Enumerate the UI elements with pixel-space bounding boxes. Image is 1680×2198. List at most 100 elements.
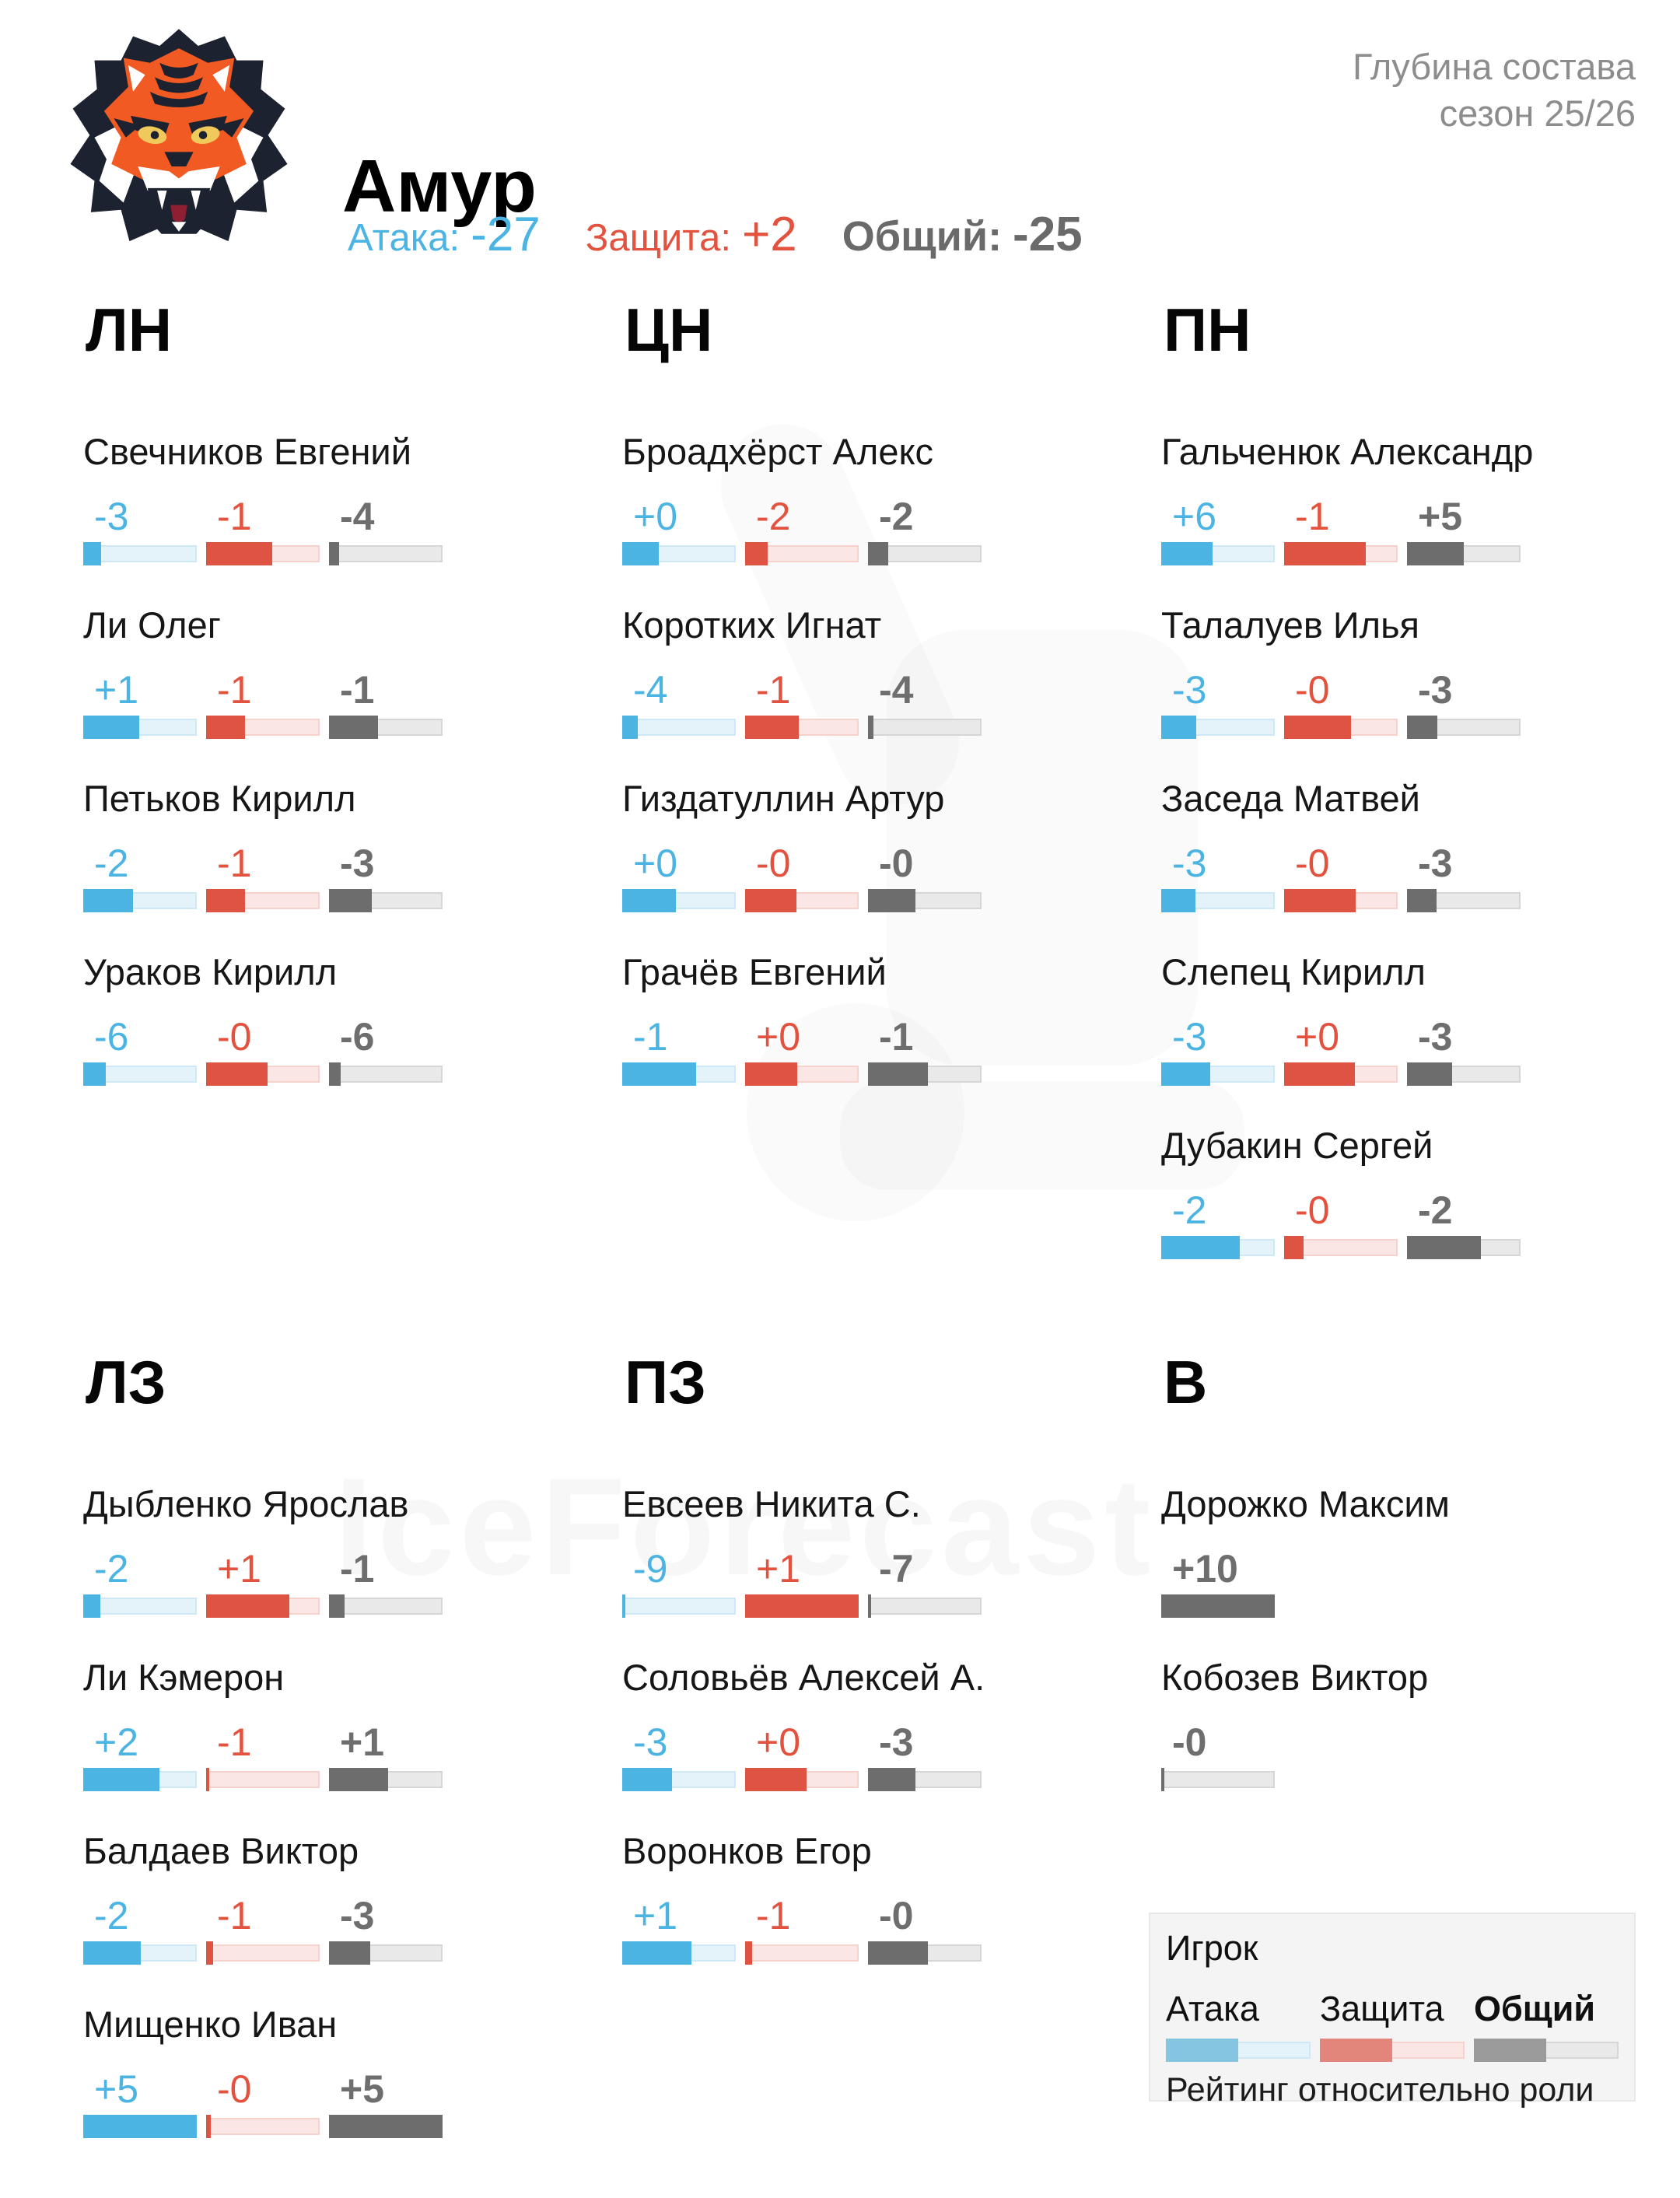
bar-track bbox=[622, 719, 736, 736]
legend-bars bbox=[1166, 2039, 1619, 2062]
overall-stat: -0 bbox=[1161, 1723, 1275, 1791]
defense-value: -0 bbox=[1295, 668, 1330, 712]
defense-value: +0 bbox=[1295, 1015, 1340, 1059]
attack-value: -3 bbox=[1172, 1015, 1207, 1059]
attack-value: +2 bbox=[94, 1720, 139, 1764]
bar-fill bbox=[1474, 2039, 1546, 2062]
bar-fill bbox=[1407, 1236, 1481, 1259]
overall-value: -3 bbox=[1418, 1015, 1453, 1059]
player-card: Соловьёв Алексей А. -3 +0 -3 bbox=[622, 1656, 985, 1791]
bar-fill bbox=[1161, 1594, 1275, 1618]
defense-stat: -1 bbox=[206, 1896, 320, 1965]
attack-value: -2 bbox=[94, 842, 129, 885]
team-attack-stat: Атака: -27 bbox=[348, 207, 541, 262]
overall-stat: -0 bbox=[868, 844, 982, 912]
overall-bar bbox=[329, 1594, 443, 1618]
player-card: Балдаев Виктор -2 -1 -3 bbox=[83, 1829, 443, 1965]
defense-stat: +0 bbox=[745, 1017, 859, 1086]
tiger-nose bbox=[164, 152, 194, 166]
player-name: Талалуев Илья bbox=[1161, 604, 1420, 646]
bar-fill bbox=[868, 1768, 916, 1791]
section-lz: ЛЗ Дыбленко Ярослав -2 +1 -1 Ли Кэмерон +2 -1 +1… bbox=[83, 1352, 443, 2176]
overall-value: -3 bbox=[340, 1894, 375, 1937]
player-stats: +1 -1 -1 bbox=[83, 670, 443, 739]
player-name: Дыбленко Ярослав bbox=[83, 1483, 409, 1524]
defense-stat: -1 bbox=[206, 670, 320, 739]
section-pn: ПН Гальченюк Александр +6 -1 +5 Талалуев Илья… bbox=[1161, 296, 1533, 1297]
attack-stat: -4 bbox=[622, 670, 736, 739]
defense-stat: +0 bbox=[745, 1723, 859, 1791]
overall-stat: +1 bbox=[329, 1723, 443, 1791]
bar-fill bbox=[329, 2115, 443, 2138]
defense-value: -0 bbox=[217, 2067, 252, 2111]
bar-fill bbox=[83, 542, 102, 565]
bar-fill bbox=[1166, 2039, 1238, 2062]
overall-value: -4 bbox=[340, 495, 375, 538]
overall-value: -3 bbox=[879, 1720, 914, 1764]
attack-stat: -3 bbox=[622, 1723, 736, 1791]
attack-value: -6 bbox=[94, 1015, 129, 1059]
attack-bar bbox=[83, 1062, 197, 1086]
attack-bar bbox=[83, 2115, 197, 2138]
bar-fill bbox=[329, 1062, 341, 1086]
player-stats: -0 bbox=[1161, 1723, 1521, 1791]
attack-stat: -9 bbox=[622, 1549, 736, 1618]
legend-overall-label: Общий bbox=[1474, 1989, 1596, 2028]
player-name: Заседа Матвей bbox=[1161, 778, 1420, 819]
player-name: Коротких Игнат bbox=[622, 604, 882, 646]
defense-stat: -1 bbox=[206, 497, 320, 565]
bar-fill bbox=[868, 542, 889, 565]
bar-track bbox=[329, 1598, 443, 1615]
defense-bar bbox=[745, 716, 859, 739]
overall-bar bbox=[1407, 1236, 1521, 1259]
overall-value: -3 bbox=[1418, 668, 1453, 712]
bar-fill bbox=[206, 1941, 213, 1965]
defense-stat: -0 bbox=[1284, 844, 1398, 912]
bar-fill bbox=[1407, 889, 1437, 912]
bar-fill bbox=[83, 1594, 100, 1618]
attack-bar bbox=[622, 1768, 736, 1791]
overall-value: -3 bbox=[340, 842, 375, 885]
bar-fill bbox=[1161, 889, 1195, 912]
bar-fill bbox=[1161, 542, 1213, 565]
attack-stat: +6 bbox=[1161, 497, 1275, 565]
attack-value: +0 bbox=[633, 495, 678, 538]
overall-bar bbox=[868, 542, 982, 565]
player-stats: +0 -0 -0 bbox=[622, 844, 982, 912]
legend: Игрок Атака Защита Общий Рейтинг относит… bbox=[1149, 1913, 1636, 2109]
player-card: Броадхёрст Алекс +0 -2 -2 bbox=[622, 430, 982, 565]
team-overall-stat: Общий: -25 bbox=[842, 207, 1083, 262]
bar-fill bbox=[1161, 716, 1197, 739]
section-pz: ПЗ Евсеев Никита С. -9 +1 -7 Соловьёв Алексей… bbox=[622, 1352, 985, 2003]
bar-track bbox=[868, 1598, 982, 1615]
defense-value: -2 bbox=[756, 495, 791, 538]
player-card: Ли Кэмерон +2 -1 +1 bbox=[83, 1656, 443, 1791]
attack-value: -9 bbox=[633, 1547, 668, 1591]
overall-bar bbox=[868, 1594, 982, 1618]
player-name: Мищенко Иван bbox=[83, 2004, 338, 2045]
bar-fill bbox=[83, 889, 134, 912]
player-stats: -9 +1 -7 bbox=[622, 1549, 982, 1618]
bar-fill bbox=[868, 889, 916, 912]
overall-value: -3 bbox=[1418, 842, 1453, 885]
attack-bar bbox=[1161, 716, 1275, 739]
bar-fill bbox=[1407, 1062, 1453, 1086]
player-name: Свечников Евгений bbox=[83, 431, 411, 472]
overall-bar bbox=[868, 1941, 982, 1965]
defense-value: +0 bbox=[756, 1015, 801, 1059]
section-title-pn: ПН bbox=[1164, 296, 1251, 364]
legend-series-labels: Атака Защита Общий bbox=[1166, 1989, 1619, 2029]
section-title-lz: ЛЗ bbox=[86, 1348, 166, 1416]
bar-fill bbox=[745, 1062, 798, 1086]
overall-stat: -3 bbox=[868, 1723, 982, 1791]
overall-value: -2 bbox=[1418, 1188, 1453, 1232]
defense-value: -1 bbox=[1295, 495, 1330, 538]
player-card: Петьков Кирилл -2 -1 -3 bbox=[83, 777, 443, 912]
team-attack-value: -27 bbox=[471, 208, 541, 261]
bar-fill bbox=[1161, 1768, 1165, 1791]
attack-bar bbox=[622, 889, 736, 912]
player-stats: -1 +0 -1 bbox=[622, 1017, 982, 1086]
player-stats: +2 -1 +1 bbox=[83, 1723, 443, 1791]
player-card: Воронков Егор +1 -1 -0 bbox=[622, 1829, 982, 1965]
bar-fill bbox=[745, 889, 796, 912]
